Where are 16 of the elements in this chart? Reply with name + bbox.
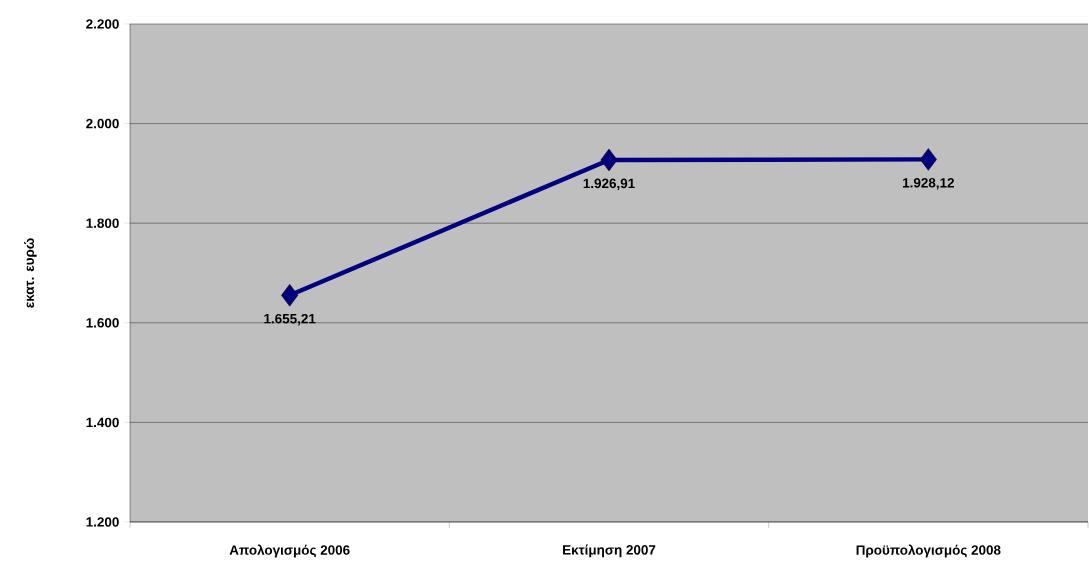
y-tick-label: 1.400 bbox=[86, 417, 119, 428]
y-tick-label: 1.800 bbox=[86, 218, 119, 228]
data-label: 1.926,91 bbox=[583, 178, 635, 191]
y-tick-label: 2.200 bbox=[86, 19, 119, 29]
x-tick-label: Απολογισμός 2006 bbox=[229, 544, 350, 558]
y-tick-label: 1.200 bbox=[86, 517, 119, 527]
point bbox=[919, 148, 937, 171]
point bbox=[281, 284, 299, 307]
data-label: 1.928,12 bbox=[903, 178, 954, 190]
x-tick-label: Προϋπολογισμός 2008 bbox=[856, 544, 1001, 558]
y-tick-label: 1.600 bbox=[86, 318, 119, 328]
data-label: 1.655,21 bbox=[264, 313, 316, 326]
point bbox=[600, 148, 618, 172]
y-axis-title: εκατ. ευρώ bbox=[23, 238, 37, 308]
x-tick-label: Εκτίμηση 2007 bbox=[563, 544, 656, 558]
y-tick-label: 2.000 bbox=[86, 118, 119, 129]
